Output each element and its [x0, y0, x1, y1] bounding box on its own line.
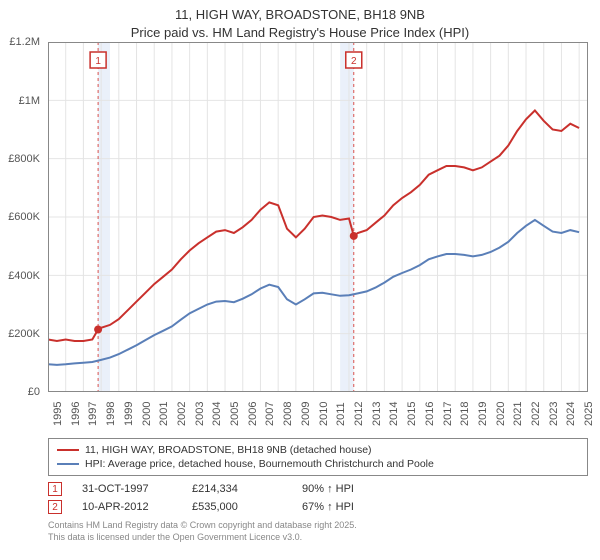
x-tick-label: 1999	[123, 402, 135, 426]
event-hpi: 67% ↑ HPI	[302, 501, 392, 513]
x-tick-label: 2002	[176, 402, 188, 426]
event-date: 10-APR-2012	[82, 501, 172, 513]
x-axis: 1995 1996 1997 1998 1999 2000 2001 2002 2003 2004…	[48, 392, 588, 432]
y-tick-label: £600K	[8, 211, 40, 223]
x-tick-label: 2015	[406, 402, 418, 426]
x-tick-label: 2011	[335, 403, 347, 427]
event-badge: 2	[48, 500, 62, 514]
x-tick-label: 1998	[105, 402, 117, 426]
event-badge: 1	[48, 482, 62, 496]
event-date: 31-OCT-1997	[82, 483, 172, 495]
x-tick-label: 2014	[388, 402, 400, 426]
chart-svg: 12	[48, 42, 588, 392]
legend-item: 11, HIGH WAY, BROADSTONE, BH18 9NB (deta…	[57, 443, 579, 457]
event-hpi: 90% ↑ HPI	[302, 483, 392, 495]
x-tick-label: 2013	[371, 402, 383, 426]
y-tick-label: £0	[28, 386, 40, 398]
event-table: 1 31-OCT-1997 £214,334 90% ↑ HPI 2 10-APR-201…	[48, 480, 588, 516]
x-tick-label: 2021	[512, 402, 524, 426]
title-line-1: 11, HIGH WAY, BROADSTONE, BH18 9NB	[0, 6, 600, 24]
x-tick-label: 1995	[52, 402, 64, 426]
y-axis: £0£200K£400K£600K£800K£1M£1.2M	[0, 42, 44, 392]
x-tick-label: 2018	[459, 402, 471, 426]
x-tick-label: 2006	[247, 402, 259, 426]
legend-swatch	[57, 463, 79, 465]
legend: 11, HIGH WAY, BROADSTONE, BH18 9NB (deta…	[48, 438, 588, 476]
x-tick-label: 2022	[530, 402, 542, 426]
legend-swatch	[57, 449, 79, 451]
x-tick-label: 2023	[548, 402, 560, 426]
x-tick-label: 2003	[194, 402, 206, 426]
x-tick-label: 2019	[477, 402, 489, 426]
y-tick-label: £200K	[8, 328, 40, 340]
svg-text:2: 2	[351, 56, 357, 67]
x-tick-label: 2017	[442, 402, 454, 426]
event-row: 1 31-OCT-1997 £214,334 90% ↑ HPI	[48, 480, 588, 498]
chart-title: 11, HIGH WAY, BROADSTONE, BH18 9NB Price…	[0, 0, 600, 42]
x-tick-label: 2009	[300, 402, 312, 426]
footer-line-1: Contains HM Land Registry data © Crown c…	[48, 520, 588, 532]
footer-line-2: This data is licensed under the Open Gov…	[48, 532, 588, 544]
x-tick-label: 2005	[229, 402, 241, 426]
legend-item: HPI: Average price, detached house, Bour…	[57, 457, 579, 471]
x-tick-label: 2016	[424, 402, 436, 426]
x-tick-label: 2001	[158, 402, 170, 426]
legend-label: 11, HIGH WAY, BROADSTONE, BH18 9NB (deta…	[85, 444, 372, 456]
x-tick-label: 2010	[318, 402, 330, 426]
x-tick-label: 2008	[282, 402, 294, 426]
event-price: £535,000	[192, 501, 282, 513]
x-tick-label: 1997	[87, 402, 99, 426]
x-tick-label: 2004	[211, 402, 223, 426]
x-tick-label: 2012	[353, 402, 365, 426]
x-tick-label: 2024	[565, 402, 577, 426]
x-tick-label: 2000	[141, 402, 153, 426]
chart-plot-area: £0£200K£400K£600K£800K£1M£1.2M 12	[48, 42, 588, 392]
svg-text:1: 1	[95, 56, 101, 67]
y-tick-label: £800K	[8, 153, 40, 165]
event-price: £214,334	[192, 483, 282, 495]
title-line-2: Price paid vs. HM Land Registry's House …	[0, 24, 600, 42]
x-tick-label: 2020	[495, 402, 507, 426]
event-row: 2 10-APR-2012 £535,000 67% ↑ HPI	[48, 498, 588, 516]
y-tick-label: £1.2M	[9, 36, 40, 48]
x-tick-label: 1996	[70, 402, 82, 426]
footer-attribution: Contains HM Land Registry data © Crown c…	[48, 520, 588, 543]
x-tick-label: 2007	[264, 402, 276, 426]
x-tick-label: 2025	[583, 402, 595, 426]
y-tick-label: £400K	[8, 270, 40, 282]
legend-label: HPI: Average price, detached house, Bour…	[85, 458, 434, 470]
y-tick-label: £1M	[19, 95, 40, 107]
